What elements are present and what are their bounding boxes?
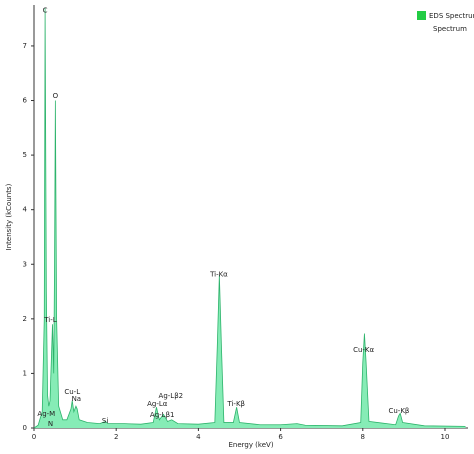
y-tick-label: 2 <box>23 315 27 323</box>
y-tick-label: 0 <box>23 424 27 432</box>
peak-label: Cu-Kβ <box>388 407 409 415</box>
y-tick-label: 1 <box>23 369 27 377</box>
x-axis-label: Energy (keV) <box>228 441 273 449</box>
y-axis-label: Intensity (kCounts) <box>5 183 13 250</box>
peak-label: Si <box>102 417 108 425</box>
peak-label: Cu-L <box>64 388 80 396</box>
peak-label: Ti-Kβ <box>226 400 245 408</box>
x-tick-label: 2 <box>114 433 118 441</box>
legend-entry: Spectrum <box>433 25 467 33</box>
peak-label: Na <box>72 395 82 403</box>
x-tick-label: 6 <box>278 433 283 441</box>
x-tick-label: 0 <box>32 433 36 441</box>
y-tick-label: 4 <box>23 206 28 214</box>
legend-title: EDS Spectrum <box>429 12 474 20</box>
peak-label: Cu-Kα <box>353 346 374 354</box>
y-tick-label: 7 <box>23 42 27 50</box>
peak-label: Ag-M <box>37 410 55 418</box>
peak-label: Ti-L <box>43 316 57 324</box>
peak-label: Ag-Lβ1 <box>150 411 175 419</box>
x-tick-label: 8 <box>361 433 365 441</box>
peak-label: Ag-Lα <box>147 400 168 408</box>
peak-label: Ti-Kα <box>209 271 228 279</box>
peak-label: O <box>53 92 59 100</box>
spectrum-line <box>33 7 466 429</box>
y-tick-label: 3 <box>23 260 27 268</box>
y-tick-label: 6 <box>23 97 28 105</box>
legend-swatch <box>417 11 426 20</box>
peak-label: C <box>43 6 48 14</box>
y-tick-label: 5 <box>23 151 27 159</box>
peak-label: Ag-Lβ2 <box>159 392 184 400</box>
x-tick-label: 10 <box>441 433 450 441</box>
spectrum-fill <box>34 7 466 428</box>
x-tick-label: 4 <box>196 433 201 441</box>
peak-label: N <box>48 420 53 428</box>
